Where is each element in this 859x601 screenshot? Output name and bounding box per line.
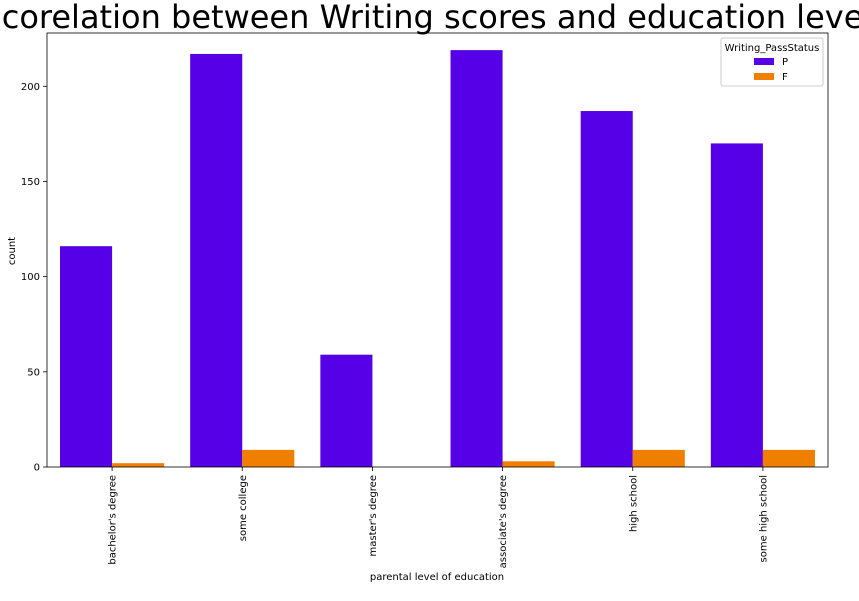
plot-frame [46, 32, 829, 468]
bar-f-5 [762, 449, 815, 467]
bar-f-1 [242, 449, 295, 467]
y-axis: 0 50 100 150 200 [21, 82, 47, 474]
y-tick-label: 200 [21, 82, 40, 93]
x-axis: bachelor's degree some college master's de… [108, 467, 769, 568]
legend: Writing_PassStatus P F [720, 37, 824, 87]
legend-swatch-p [754, 58, 774, 65]
legend-label-p: P [782, 57, 788, 68]
y-axis-label: count [7, 237, 18, 265]
x-tick-label: master's degree [368, 475, 379, 556]
legend-label-f: F [782, 72, 788, 83]
chart-title: corelation between Writing scores and ed… [2, 0, 859, 36]
x-tick-label: bachelor's degree [108, 475, 119, 565]
bar-p-4 [580, 111, 633, 468]
y-tick-label: 150 [21, 177, 40, 188]
bar-p-0 [60, 246, 113, 467]
bar-f-3 [502, 461, 555, 467]
x-tick-label: some high school [758, 475, 769, 562]
bar-p-5 [710, 143, 763, 467]
x-tick-label: associate's degree [498, 475, 509, 568]
x-axis-label: parental level of education [370, 572, 504, 583]
y-tick-label: 100 [21, 272, 40, 283]
legend-title: Writing_PassStatus [725, 43, 820, 54]
bar-p-3 [450, 50, 503, 467]
y-tick-label: 50 [27, 367, 40, 378]
legend-swatch-f [754, 73, 774, 80]
bar-p-1 [190, 53, 243, 467]
bar-f-4 [632, 449, 685, 467]
y-tick-label: 0 [34, 463, 40, 474]
bars-group [60, 50, 815, 468]
x-tick-label: some college [238, 475, 249, 541]
bar-f-0 [112, 463, 165, 467]
x-tick-label: high school [628, 475, 639, 532]
bar-p-2 [320, 354, 373, 467]
